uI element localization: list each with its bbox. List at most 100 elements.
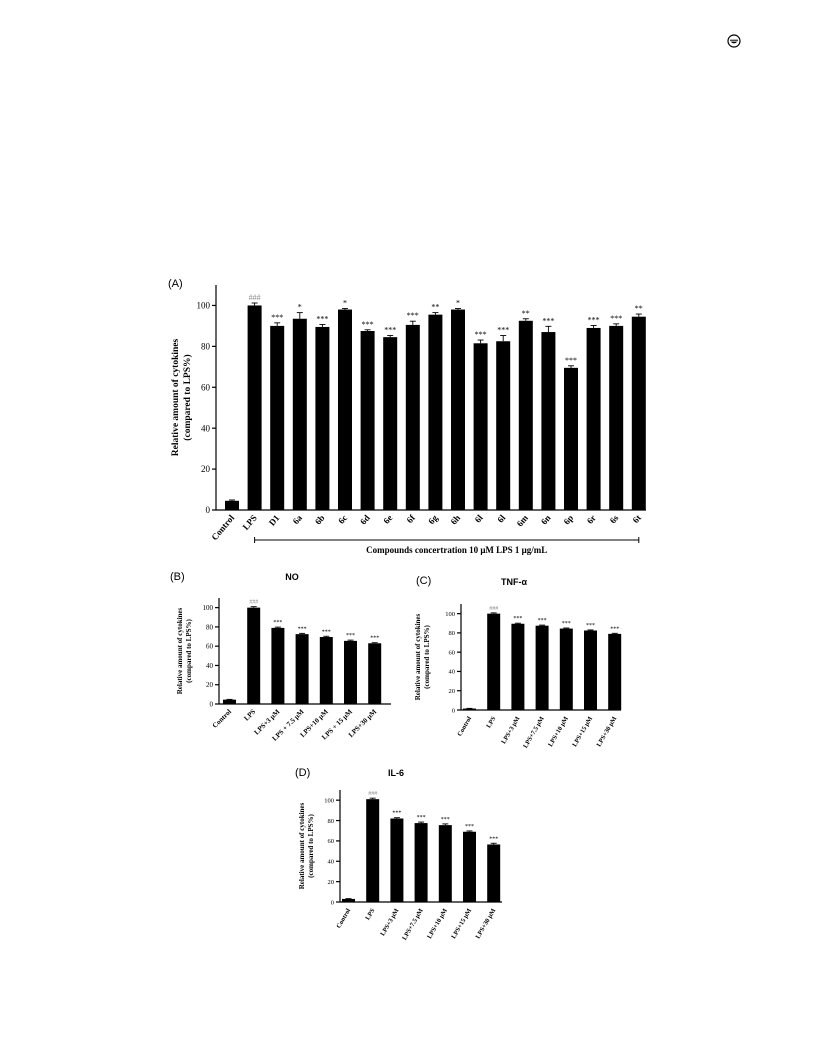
x-tick-label: 6a: [291, 512, 305, 526]
chart-title: NO: [285, 572, 299, 582]
bar-LPS+10 μM: [559, 628, 573, 710]
y-tick-label: 20: [449, 688, 456, 695]
x-tick-label: LPS+30 μM: [475, 908, 498, 941]
bar-Control: [225, 500, 239, 510]
bar-LPS+7.5 μM: [414, 823, 428, 902]
panel-label: (D): [295, 767, 310, 779]
bar-6b: [315, 326, 330, 510]
chart-panel-d: (D) IL-6 0 20 40 60 80 100 Relative amount of cy…: [290, 762, 530, 958]
significance-label: ***: [362, 320, 374, 329]
bar-D1: [270, 325, 285, 510]
significance-label: ***: [384, 326, 396, 335]
y-axis-title: Relative amount of cytokines: [171, 338, 181, 456]
y-tick-label: 0: [331, 899, 334, 906]
x-tick-label: LPS+7.5 μM: [522, 716, 546, 750]
x-tick-label: LPS: [241, 513, 259, 532]
bar-LPS + 15 μM: [344, 640, 357, 704]
chart-a-svg: (A) 0 20 40 60 80 100 Relative amount of cytoki…: [168, 278, 646, 555]
y-axis-title-sub: (compared to LPS%): [423, 625, 431, 689]
x-tick-label: LPS+3 μM: [379, 908, 400, 938]
y-tick-label: 40: [449, 669, 456, 676]
panel-label: (A): [168, 278, 183, 290]
significance-label: ***: [370, 636, 379, 642]
chart-title: TNF-α: [501, 577, 527, 587]
bar-6l: [473, 343, 488, 510]
y-tick-label: 100: [445, 611, 455, 618]
x-tick-label: LPS+10 μM: [426, 908, 449, 941]
bar-LPS: [487, 613, 501, 710]
significance-label: ###: [368, 791, 377, 797]
x-tick-label: 6r: [585, 513, 598, 526]
significance-label: ###: [249, 600, 258, 606]
x-tick-label: 6s: [608, 512, 621, 525]
significance-label: ***: [565, 356, 577, 365]
y-tick-label: 60: [328, 838, 335, 845]
y-tick-label: 60: [449, 649, 456, 656]
y-axis-title: Relative amount of cytokines: [176, 607, 184, 694]
chart-c-svg: (C) TNF-α 0 20 40 60 80 100 Relative amount of c…: [414, 575, 622, 750]
y-tick-label: 60: [206, 643, 214, 651]
y-tick-label: 80: [201, 342, 211, 352]
x-tick-label: LPS+3 μM: [500, 716, 521, 746]
x-tick-label: LPS: [242, 708, 257, 723]
bar-LPS: [366, 799, 380, 902]
significance-label: **: [431, 303, 439, 312]
significance-label: ***: [538, 618, 547, 624]
significance-label: ***: [298, 626, 307, 632]
significance-label: ***: [346, 633, 355, 639]
x-tick-label: 6d: [358, 513, 372, 527]
bar-6l: [496, 341, 511, 510]
x-tick-label: 6e: [381, 513, 394, 526]
x-tick-label: Control: [209, 512, 236, 542]
significance-label: ***: [586, 623, 595, 629]
significance-label: ***: [465, 824, 474, 830]
chart-panel-c: (C) TNF-α 0 20 40 60 80 100 Relative amount of c…: [408, 570, 648, 766]
bar-6m: [518, 320, 533, 510]
x-tick-label: D1: [267, 512, 282, 527]
significance-label: **: [522, 309, 530, 318]
y-tick-label: 20: [201, 464, 211, 474]
bar-Control: [223, 699, 236, 704]
x-tick-label: LPS: [364, 907, 376, 921]
y-tick-label: 100: [197, 301, 211, 311]
significance-label: ***: [588, 316, 600, 325]
significance-label: ***: [322, 629, 331, 635]
significance-label: ***: [392, 811, 401, 817]
panel-label: (B): [170, 571, 185, 583]
y-axis-title-sub: (compared to LPS%): [182, 354, 193, 440]
bar-6f: [405, 324, 420, 510]
significance-label: ***: [489, 836, 498, 842]
significance-label: ***: [271, 313, 283, 322]
x-tick-label: 6c: [336, 513, 349, 526]
bar-6d: [360, 331, 375, 510]
y-tick-label: 0: [452, 707, 455, 714]
y-axis-title-sub: (compared to LPS%): [307, 814, 315, 878]
chart-panel-b: (B) NO 0 20 40 60 80 100 Relative amount of cyto…: [160, 566, 400, 762]
y-tick-label: 20: [328, 879, 335, 886]
y-tick-label: 40: [328, 859, 335, 866]
bar-6e: [383, 337, 398, 510]
panel-label: (C): [416, 575, 431, 587]
significance-label: ###: [489, 606, 498, 612]
significance-label: ***: [407, 311, 419, 320]
x-tick-label: 6h: [448, 513, 462, 527]
bar-6r: [586, 327, 601, 510]
bar-LPS+10 μM: [438, 825, 452, 902]
x-tick-label: 6b: [313, 513, 327, 527]
x-tick-label: 6m: [515, 512, 531, 528]
bar-6s: [609, 325, 624, 510]
significance-label: ***: [316, 314, 328, 323]
bar-LPS+10 μM: [319, 637, 333, 704]
significance-label: **: [635, 304, 643, 313]
significance-label: ###: [249, 293, 261, 302]
bar-6t: [631, 316, 646, 510]
bar-LPS+3 μM: [390, 818, 404, 902]
y-axis-title-sub: (compared to LPS%): [185, 619, 193, 683]
bar-6a: [292, 318, 307, 510]
significance-label: ***: [562, 621, 571, 627]
x-tick-label: 6p: [561, 513, 575, 527]
bar-LPS+15 μM: [463, 831, 476, 902]
bar-6p: [564, 367, 578, 510]
significance-label: *: [298, 303, 302, 312]
x-tick-label: 6l: [473, 512, 485, 524]
